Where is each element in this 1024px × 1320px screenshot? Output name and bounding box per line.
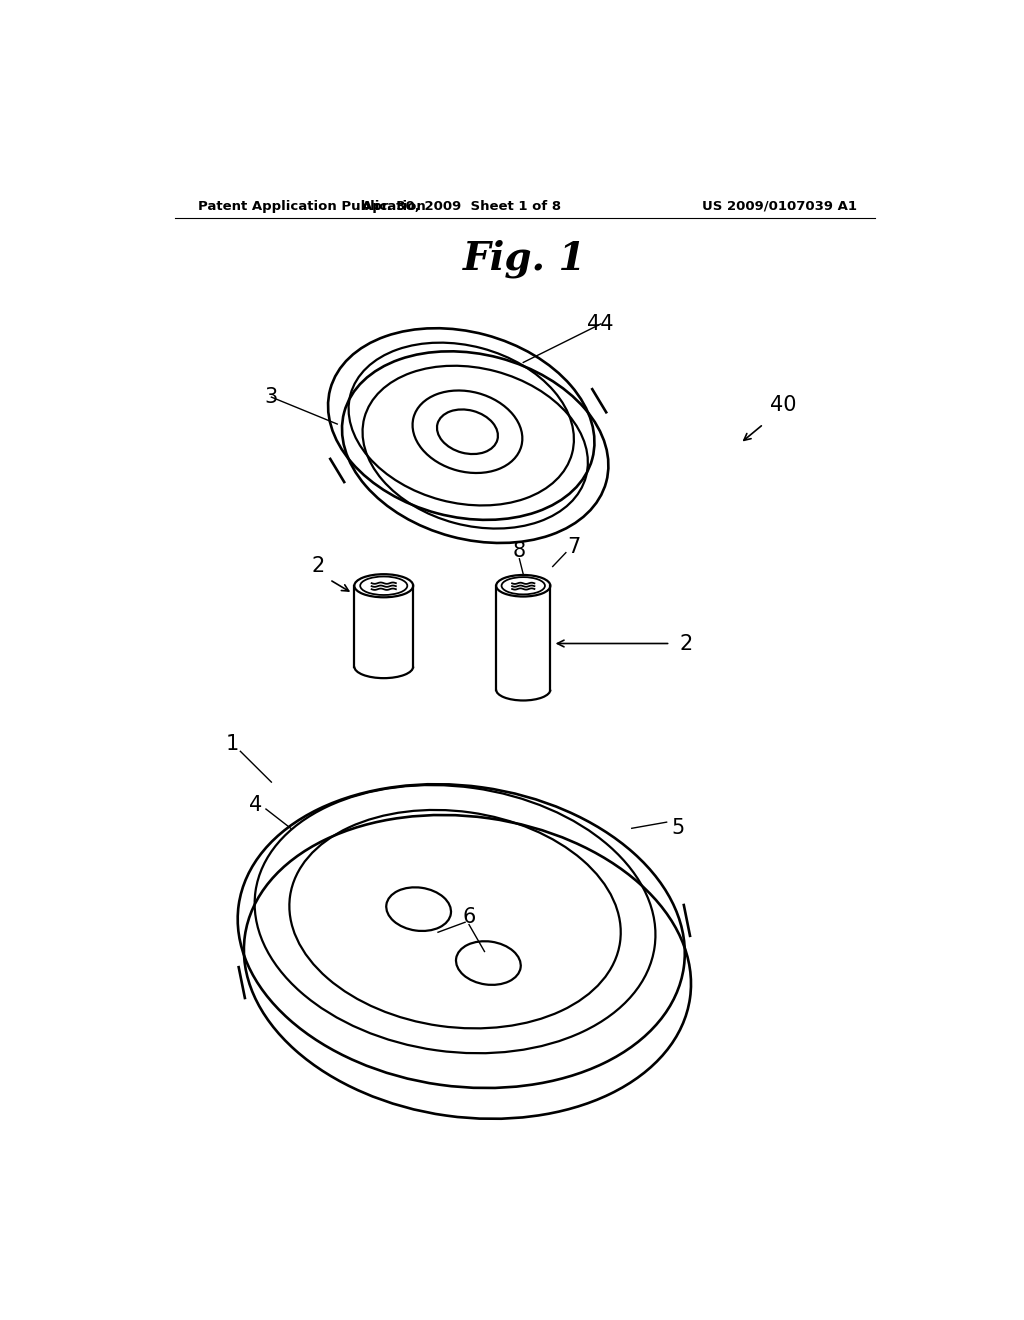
Text: 2: 2 [679, 634, 692, 653]
Text: Fig. 1: Fig. 1 [463, 239, 587, 277]
Text: 5: 5 [672, 818, 685, 838]
Text: US 2009/0107039 A1: US 2009/0107039 A1 [701, 199, 856, 213]
Text: 7: 7 [567, 537, 581, 557]
Text: 4: 4 [249, 795, 262, 816]
Text: 44: 44 [588, 314, 614, 334]
Text: Apr. 30, 2009  Sheet 1 of 8: Apr. 30, 2009 Sheet 1 of 8 [361, 199, 561, 213]
Text: 40: 40 [770, 395, 796, 414]
Text: 3: 3 [265, 387, 278, 407]
Text: 1: 1 [226, 734, 240, 754]
Text: Patent Application Publication: Patent Application Publication [198, 199, 426, 213]
Text: 8: 8 [513, 541, 526, 561]
Text: 2: 2 [311, 557, 325, 577]
Text: 6: 6 [462, 907, 476, 927]
